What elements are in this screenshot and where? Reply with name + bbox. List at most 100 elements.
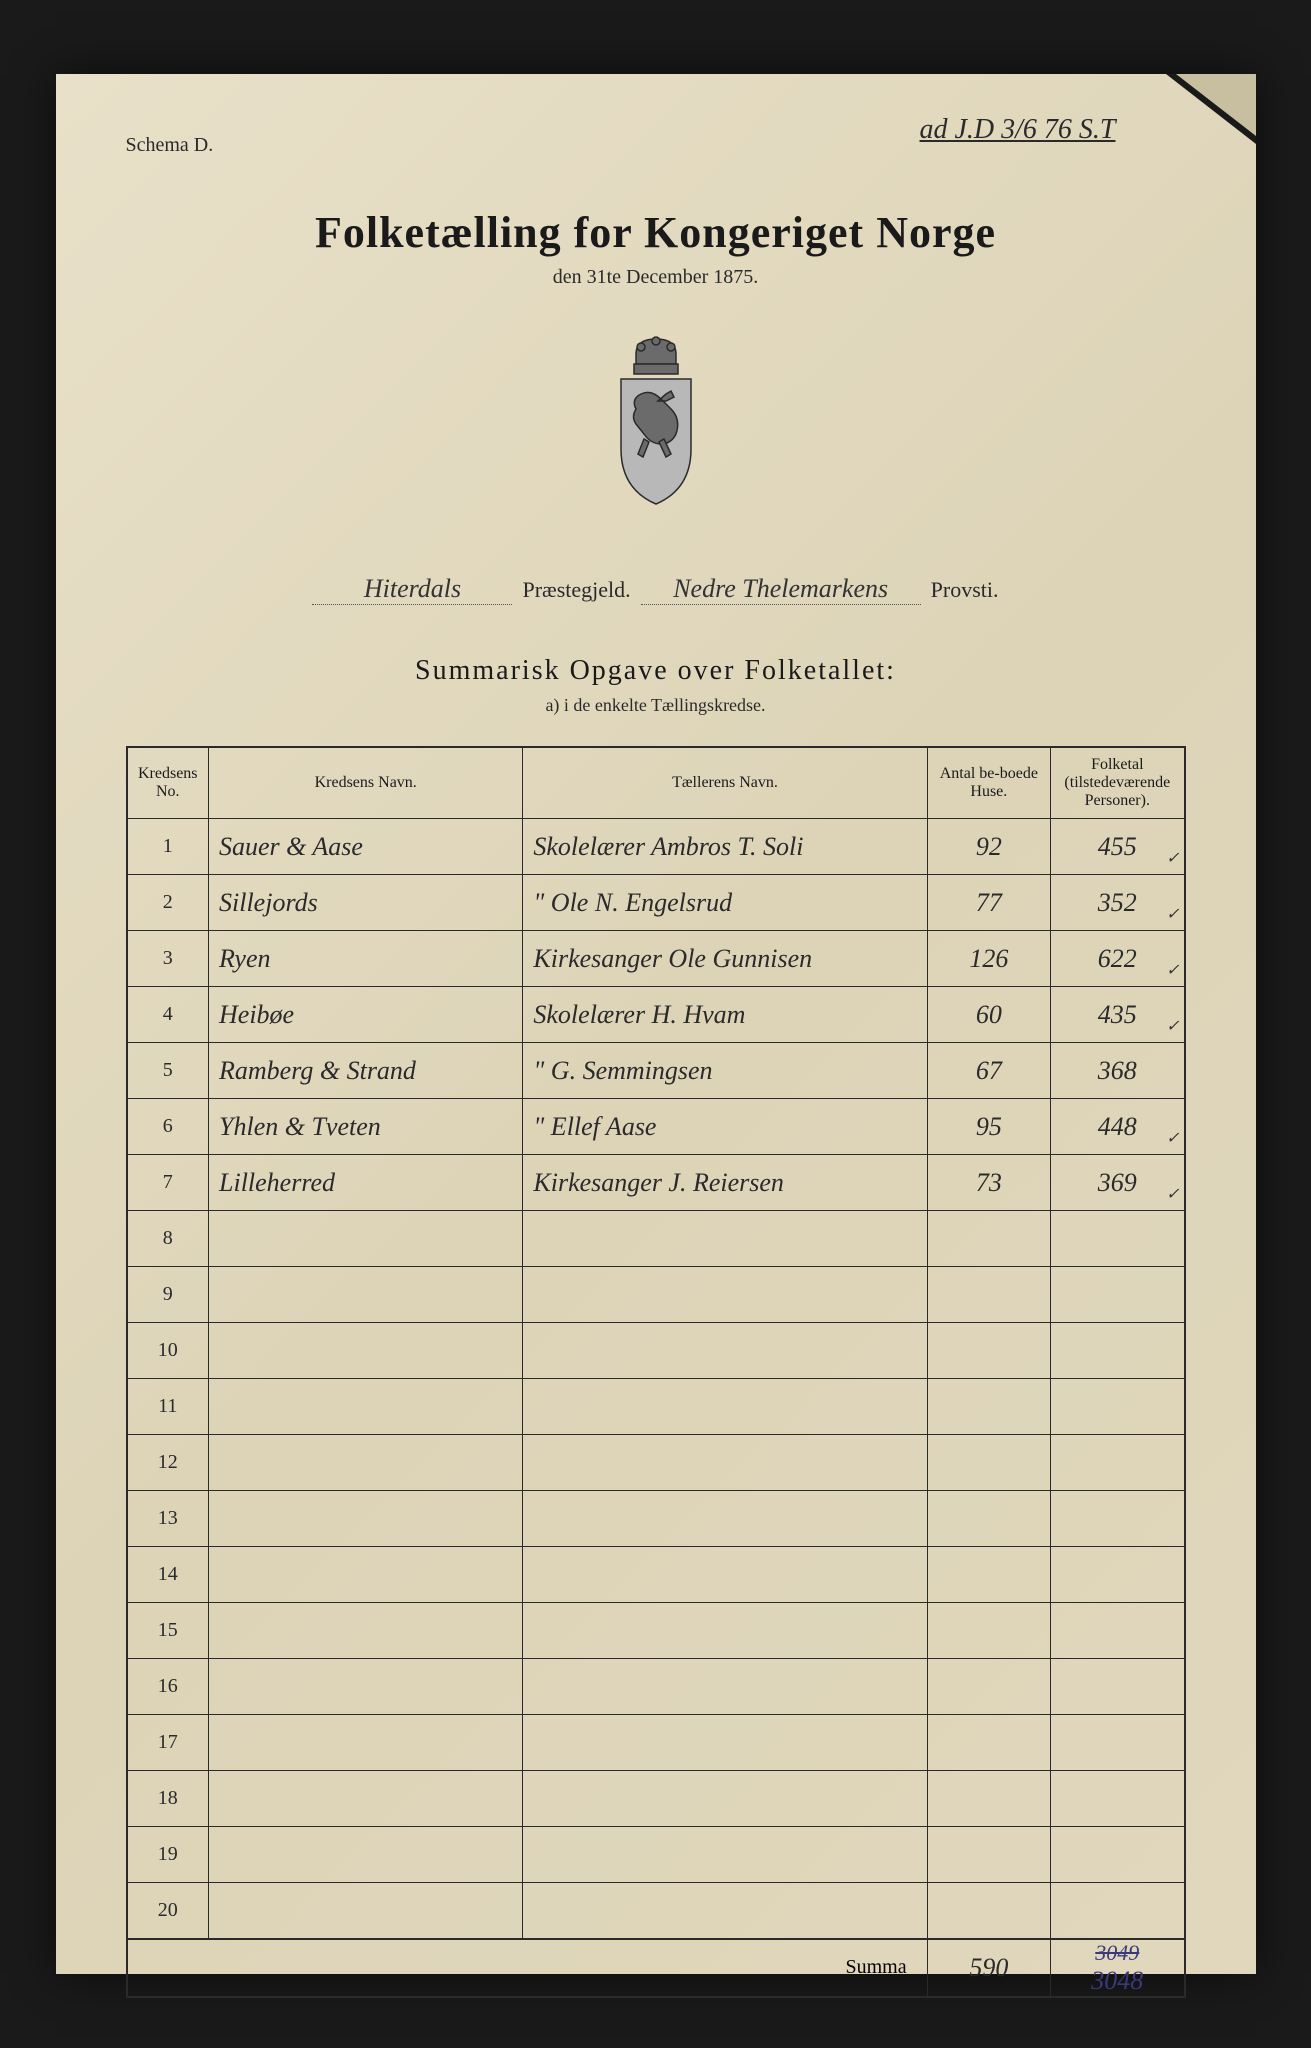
row-huse: 95 — [927, 1099, 1051, 1155]
row-no: 15 — [127, 1603, 209, 1659]
row-folketal: 448✓ — [1051, 1099, 1185, 1155]
row-taeller-navn: " Ole N. Engelsrud — [523, 875, 927, 931]
table-row-empty: 10 — [127, 1323, 1185, 1379]
row-empty-cell — [1051, 1603, 1185, 1659]
row-no: 8 — [127, 1211, 209, 1267]
row-empty-cell — [209, 1883, 523, 1939]
col-header-no: Kredsens No. — [127, 747, 209, 819]
checkmark-icon: ✓ — [1166, 960, 1179, 980]
row-empty-cell — [1051, 1379, 1185, 1435]
row-empty-cell — [927, 1267, 1051, 1323]
page-subtitle: den 31te December 1875. — [126, 266, 1186, 289]
row-taeller-navn: Skolelærer Ambros T. Soli — [523, 819, 927, 875]
row-no: 13 — [127, 1491, 209, 1547]
table-row-empty: 18 — [127, 1771, 1185, 1827]
row-empty-cell — [523, 1435, 927, 1491]
row-empty-cell — [927, 1323, 1051, 1379]
row-empty-cell — [209, 1435, 523, 1491]
table-row: 2Sillejords" Ole N. Engelsrud77352✓ — [127, 875, 1185, 931]
row-no: 17 — [127, 1715, 209, 1771]
row-kreds-navn: Ramberg & Strand — [209, 1043, 523, 1099]
row-huse: 73 — [927, 1155, 1051, 1211]
handwritten-annotation: ad J.D 3/6 76 S.T — [920, 114, 1116, 146]
row-folketal: 369✓ — [1051, 1155, 1185, 1211]
table-row: 5Ramberg & Strand" G. Semmingsen67368 — [127, 1043, 1185, 1099]
row-taeller-navn: " Ellef Aase — [523, 1099, 927, 1155]
row-huse: 60 — [927, 987, 1051, 1043]
row-empty-cell — [927, 1379, 1051, 1435]
row-empty-cell — [209, 1715, 523, 1771]
row-empty-cell — [1051, 1771, 1185, 1827]
section-title: Summarisk Opgave over Folketallet: — [126, 655, 1186, 687]
row-kreds-navn: Sillejords — [209, 875, 523, 931]
col-header-huse: Antal be-boede Huse. — [927, 747, 1051, 819]
row-empty-cell — [1051, 1267, 1185, 1323]
row-empty-cell — [1051, 1659, 1185, 1715]
row-huse: 67 — [927, 1043, 1051, 1099]
checkmark-icon: ✓ — [1166, 904, 1179, 924]
row-no: 20 — [127, 1883, 209, 1939]
row-empty-cell — [523, 1827, 927, 1883]
row-huse: 77 — [927, 875, 1051, 931]
row-empty-cell — [209, 1211, 523, 1267]
table-row-empty: 14 — [127, 1547, 1185, 1603]
summa-folketal: 3049 3048 — [1051, 1939, 1185, 1997]
row-kreds-navn: Lilleherred — [209, 1155, 523, 1211]
row-empty-cell — [209, 1771, 523, 1827]
row-empty-cell — [1051, 1547, 1185, 1603]
provsti-value: Nedre Thelemarkens — [641, 574, 921, 605]
row-no: 19 — [127, 1827, 209, 1883]
row-empty-cell — [209, 1547, 523, 1603]
row-empty-cell — [523, 1603, 927, 1659]
row-empty-cell — [523, 1491, 927, 1547]
row-no: 11 — [127, 1379, 209, 1435]
row-empty-cell — [927, 1211, 1051, 1267]
summa-huse: 590 — [927, 1939, 1051, 1997]
coat-of-arms — [126, 329, 1186, 524]
table-row-empty: 15 — [127, 1603, 1185, 1659]
table-row: 4HeibøeSkolelærer H. Hvam60435✓ — [127, 987, 1185, 1043]
row-taeller-navn: Skolelærer H. Hvam — [523, 987, 927, 1043]
table-row-empty: 12 — [127, 1435, 1185, 1491]
row-empty-cell — [523, 1379, 927, 1435]
row-no: 7 — [127, 1155, 209, 1211]
row-empty-cell — [523, 1211, 927, 1267]
row-empty-cell — [523, 1659, 927, 1715]
row-empty-cell — [209, 1267, 523, 1323]
row-empty-cell — [927, 1827, 1051, 1883]
row-taeller-navn: Kirkesanger J. Reiersen — [523, 1155, 927, 1211]
row-huse: 92 — [927, 819, 1051, 875]
summa-folketal-struck: 3049 — [1061, 1940, 1173, 1966]
row-no: 2 — [127, 875, 209, 931]
checkmark-icon: ✓ — [1166, 1128, 1179, 1148]
row-empty-cell — [927, 1491, 1051, 1547]
row-kreds-navn: Yhlen & Tveten — [209, 1099, 523, 1155]
row-empty-cell — [209, 1827, 523, 1883]
row-folketal: 368 — [1051, 1043, 1185, 1099]
summa-label: Summa — [127, 1939, 928, 1997]
row-empty-cell — [523, 1883, 927, 1939]
row-taeller-navn: " G. Semmingsen — [523, 1043, 927, 1099]
row-folketal: 435✓ — [1051, 987, 1185, 1043]
row-empty-cell — [209, 1603, 523, 1659]
page-corner-fold-inner — [1176, 74, 1256, 136]
row-no: 6 — [127, 1099, 209, 1155]
row-empty-cell — [1051, 1491, 1185, 1547]
row-empty-cell — [927, 1771, 1051, 1827]
row-kreds-navn: Ryen — [209, 931, 523, 987]
col-header-taeller: Tællerens Navn. — [523, 747, 927, 819]
row-empty-cell — [927, 1659, 1051, 1715]
table-row: 3RyenKirkesanger Ole Gunnisen126622✓ — [127, 931, 1185, 987]
row-empty-cell — [209, 1491, 523, 1547]
table-row-empty: 17 — [127, 1715, 1185, 1771]
row-empty-cell — [1051, 1323, 1185, 1379]
row-no: 1 — [127, 819, 209, 875]
row-folketal: 352✓ — [1051, 875, 1185, 931]
table-row-empty: 16 — [127, 1659, 1185, 1715]
row-taeller-navn: Kirkesanger Ole Gunnisen — [523, 931, 927, 987]
row-no: 18 — [127, 1771, 209, 1827]
page-title: Folketælling for Kongeriget Norge — [126, 207, 1186, 258]
summa-row: Summa 590 3049 3048 — [127, 1939, 1185, 1997]
row-empty-cell — [927, 1883, 1051, 1939]
table-row-empty: 11 — [127, 1379, 1185, 1435]
